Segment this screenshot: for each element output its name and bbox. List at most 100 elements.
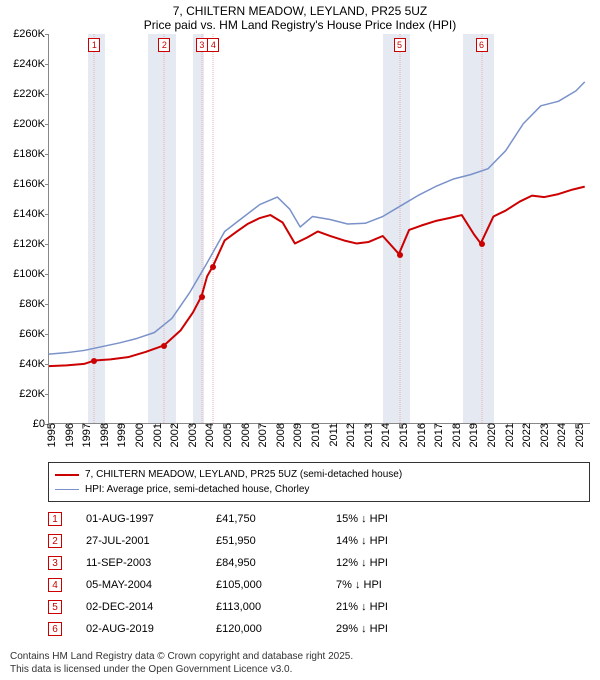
tx-delta: 15% ↓ HPI <box>336 513 446 525</box>
footer-line1: Contains HM Land Registry data © Crown c… <box>10 651 590 664</box>
transactions-table: 1 01-AUG-1997£41,75015% ↓ HPI 2 27-JUL-2001… <box>48 508 590 640</box>
price-chart: £0£20K£40K£60K£80K£100K£120K£140K£160K£1… <box>48 34 590 424</box>
sale-marker-box: 2 <box>158 38 170 52</box>
table-row: 405-MAY-2004£105,0007% ↓ HPI <box>48 574 590 596</box>
table-row: 6 02-AUG-2019£120,00029% ↓ HPI <box>48 618 590 640</box>
tx-date: 27-JUL-2001 <box>86 535 216 547</box>
y-axis-label: £80K <box>19 298 49 310</box>
series-line <box>49 82 585 354</box>
y-axis-label: £180K <box>13 148 49 160</box>
tx-date: 05-MAY-2004 <box>86 579 216 591</box>
y-axis-label: £220K <box>13 88 49 100</box>
legend-item: 7, CHILTERN MEADOW, LEYLAND, PR25 5UZ (s… <box>55 467 583 482</box>
sale-marker-dot <box>479 241 485 247</box>
sale-marker-box: 1 <box>88 38 100 52</box>
x-axis-label: 2015 <box>398 423 410 447</box>
legend: 7, CHILTERN MEADOW, LEYLAND, PR25 5UZ (s… <box>48 462 590 502</box>
x-axis-label: 2006 <box>240 423 252 447</box>
tx-price: £105,000 <box>216 579 336 591</box>
tx-date: 02-AUG-2019 <box>86 623 216 635</box>
legend-label: HPI: Average price, semi-detached house,… <box>85 482 309 497</box>
x-axis-label: 2020 <box>486 423 498 447</box>
tx-price: £51,950 <box>216 535 336 547</box>
tx-price: £41,750 <box>216 513 336 525</box>
x-axis-label: 2022 <box>521 423 533 447</box>
x-axis-label: 2014 <box>380 423 392 447</box>
sale-marker-dot <box>397 252 403 258</box>
footer-attribution: Contains HM Land Registry data © Crown c… <box>10 651 590 676</box>
series-line <box>49 187 585 367</box>
x-axis-label: 1996 <box>64 423 76 447</box>
y-axis-label: £140K <box>13 208 49 220</box>
y-axis-label: £20K <box>19 388 49 400</box>
legend-label: 7, CHILTERN MEADOW, LEYLAND, PR25 5UZ (s… <box>85 467 402 482</box>
y-axis-label: £260K <box>13 28 49 40</box>
x-axis-label: 2018 <box>451 423 463 447</box>
y-axis-label: £120K <box>13 238 49 250</box>
tx-delta: 7% ↓ HPI <box>336 579 446 591</box>
x-axis-label: 1997 <box>81 423 93 447</box>
x-axis-label: 2025 <box>574 423 586 447</box>
tx-delta: 12% ↓ HPI <box>336 557 446 569</box>
x-axis-label: 1999 <box>116 423 128 447</box>
sale-marker-dot <box>161 343 167 349</box>
x-axis-label: 2017 <box>433 423 445 447</box>
sale-marker-dot <box>91 358 97 364</box>
tx-date: 11-SEP-2003 <box>86 557 216 569</box>
tx-date: 02-DEC-2014 <box>86 601 216 613</box>
x-axis-label: 2013 <box>363 423 375 447</box>
tx-index: 6 <box>48 622 62 636</box>
sale-marker-box: 6 <box>476 38 488 52</box>
sale-marker-dot <box>199 294 205 300</box>
tx-date: 01-AUG-1997 <box>86 513 216 525</box>
x-axis-label: 1995 <box>46 423 58 447</box>
x-axis-label: 2012 <box>345 423 357 447</box>
x-axis-label: 2007 <box>257 423 269 447</box>
x-axis-label: 2001 <box>152 423 164 447</box>
x-axis-label: 2004 <box>204 423 216 447</box>
sale-marker-box: 5 <box>394 38 406 52</box>
x-axis-label: 2008 <box>275 423 287 447</box>
y-axis-label: £60K <box>19 328 49 340</box>
x-axis-label: 2024 <box>556 423 568 447</box>
sale-marker-dot <box>210 264 216 270</box>
y-axis-label: £240K <box>13 58 49 70</box>
x-axis-label: 2003 <box>187 423 199 447</box>
x-axis-label: 2010 <box>310 423 322 447</box>
x-axis-label: 2023 <box>539 423 551 447</box>
legend-swatch <box>55 474 79 476</box>
x-axis-label: 2002 <box>169 423 181 447</box>
tx-delta: 21% ↓ HPI <box>336 601 446 613</box>
x-axis-label: 2005 <box>222 423 234 447</box>
title-address: 7, CHILTERN MEADOW, LEYLAND, PR25 5UZ <box>0 4 600 18</box>
table-row: 2 27-JUL-2001£51,95014% ↓ HPI <box>48 530 590 552</box>
footer-line2: This data is licensed under the Open Gov… <box>10 664 590 677</box>
tx-price: £84,950 <box>216 557 336 569</box>
series-layer <box>49 34 590 423</box>
tx-index: 5 <box>48 600 62 614</box>
y-axis-label: £100K <box>13 268 49 280</box>
sale-marker-box: 4 <box>207 38 219 52</box>
y-axis-label: £200K <box>13 118 49 130</box>
y-axis-label: £160K <box>13 178 49 190</box>
sale-marker-box: 3 <box>196 38 208 52</box>
tx-index: 3 <box>48 556 62 570</box>
title-subtitle: Price paid vs. HM Land Registry's House … <box>0 18 600 32</box>
x-axis-label: 2000 <box>134 423 146 447</box>
legend-swatch <box>55 489 79 491</box>
chart-title: 7, CHILTERN MEADOW, LEYLAND, PR25 5UZ Pr… <box>0 0 600 34</box>
tx-index: 1 <box>48 512 62 526</box>
table-row: 502-DEC-2014£113,00021% ↓ HPI <box>48 596 590 618</box>
legend-item: HPI: Average price, semi-detached house,… <box>55 482 583 497</box>
tx-delta: 29% ↓ HPI <box>336 623 446 635</box>
y-axis-label: £40K <box>19 358 49 370</box>
x-axis-label: 2011 <box>328 423 340 447</box>
tx-price: £120,000 <box>216 623 336 635</box>
table-row: 3 11-SEP-2003£84,95012% ↓ HPI <box>48 552 590 574</box>
table-row: 1 01-AUG-1997£41,75015% ↓ HPI <box>48 508 590 530</box>
tx-index: 2 <box>48 534 62 548</box>
x-axis-label: 2009 <box>292 423 304 447</box>
x-axis-label: 2016 <box>416 423 428 447</box>
tx-delta: 14% ↓ HPI <box>336 535 446 547</box>
x-axis-label: 1998 <box>99 423 111 447</box>
